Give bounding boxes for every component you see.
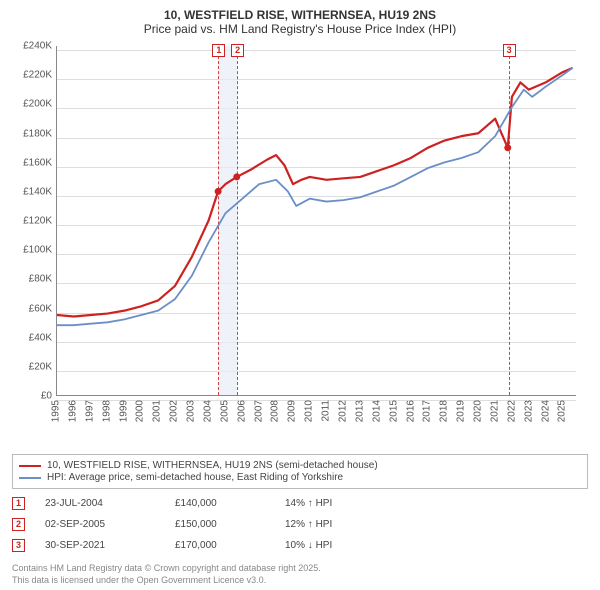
sale-marker-icon: 3 [12,539,25,552]
y-tick-label: £220K [12,70,52,81]
x-tick-label: 2004 [202,400,213,422]
x-tick-label: 2011 [321,400,332,422]
footnote-line2: This data is licensed under the Open Gov… [12,575,266,585]
x-tick-label: 2016 [405,400,416,422]
series-line-hpi [57,68,573,325]
y-tick-label: £120K [12,216,52,227]
sale-marker-icon: 1 [12,497,25,510]
sale-point [233,173,240,180]
sale-marker: 3 [503,44,516,57]
sale-marker: 2 [231,44,244,57]
footnote: Contains HM Land Registry data © Crown c… [12,562,588,586]
x-tick-label: 2019 [456,400,467,422]
x-tick-label: 2013 [354,400,365,422]
x-tick-label: 2005 [219,400,230,422]
y-tick-label: £240K [12,41,52,52]
chart-title: 10, WESTFIELD RISE, WITHERNSEA, HU19 2NS [12,8,588,22]
y-tick-label: £100K [12,245,52,256]
legend: 10, WESTFIELD RISE, WITHERNSEA, HU19 2NS… [12,454,588,489]
y-tick-label: £60K [12,303,52,314]
sales-table: 1 23-JUL-2004£140,00014% ↑ HPI 2 02-SEP-200… [12,497,588,552]
x-tick-label: 2017 [422,400,433,422]
legend-label: 10, WESTFIELD RISE, WITHERNSEA, HU19 2NS… [47,460,378,471]
x-tick-label: 2001 [152,400,163,422]
sale-price: £140,000 [175,498,285,509]
x-tick-label: 2021 [489,400,500,422]
legend-item: 10, WESTFIELD RISE, WITHERNSEA, HU19 2NS… [19,460,581,471]
x-tick-label: 2023 [523,400,534,422]
x-tick-label: 2009 [287,400,298,422]
sale-pct: 10% ↓ HPI [285,540,385,551]
line-layer [57,46,576,395]
x-tick-label: 1996 [67,400,78,422]
x-tick-label: 2025 [557,400,568,422]
legend-label: HPI: Average price, semi-detached house,… [47,472,343,483]
sale-date: 30-SEP-2021 [45,540,175,551]
y-tick-label: £20K [12,361,52,372]
sale-row: 2 02-SEP-2005£150,00012% ↑ HPI [12,518,588,531]
x-tick-label: 2024 [540,400,551,422]
x-tick-label: 2012 [338,400,349,422]
y-tick-label: £0 [12,391,52,402]
chart-container: 10, WESTFIELD RISE, WITHERNSEA, HU19 2NS… [0,0,600,590]
y-tick-label: £140K [12,186,52,197]
sale-price: £170,000 [175,540,285,551]
sale-pct: 14% ↑ HPI [285,498,385,509]
x-tick-label: 1998 [101,400,112,422]
sale-date: 23-JUL-2004 [45,498,175,509]
sale-price: £150,000 [175,519,285,530]
sale-point [504,144,511,151]
chart-subtitle: Price paid vs. HM Land Registry's House … [12,22,588,36]
x-tick-label: 2003 [186,400,197,422]
x-tick-label: 1997 [84,400,95,422]
x-tick-label: 2000 [135,400,146,422]
y-tick-label: £180K [12,128,52,139]
x-tick-label: 2008 [270,400,281,422]
x-tick-label: 2015 [388,400,399,422]
y-tick-label: £200K [12,99,52,110]
legend-item: HPI: Average price, semi-detached house,… [19,472,581,483]
sale-date: 02-SEP-2005 [45,519,175,530]
x-tick-label: 2014 [371,400,382,422]
chart-area: £0 £20K £40K £60K £80K £100K £120K £140K £160K £1… [12,42,588,452]
plot-region: 12 3 [56,46,576,396]
y-tick-label: £160K [12,157,52,168]
legend-swatch [19,477,41,479]
series-line-property [57,68,573,317]
x-tick-label: 2010 [304,400,315,422]
x-axis-labels: 1995199619971998199920002001200220032004… [56,396,576,452]
y-tick-label: £40K [12,332,52,343]
x-tick-label: 1995 [51,400,62,422]
sale-marker-icon: 2 [12,518,25,531]
y-tick-label: £80K [12,274,52,285]
footnote-line1: Contains HM Land Registry data © Crown c… [12,563,321,573]
x-tick-label: 2006 [236,400,247,422]
x-tick-label: 2018 [439,400,450,422]
sale-marker: 1 [212,44,225,57]
sale-row: 1 23-JUL-2004£140,00014% ↑ HPI [12,497,588,510]
x-tick-label: 2002 [169,400,180,422]
x-tick-label: 1999 [118,400,129,422]
x-tick-label: 2020 [473,400,484,422]
sale-pct: 12% ↑ HPI [285,519,385,530]
x-tick-label: 2022 [506,400,517,422]
legend-swatch [19,465,41,467]
titles: 10, WESTFIELD RISE, WITHERNSEA, HU19 2NS… [12,8,588,36]
x-tick-label: 2007 [253,400,264,422]
sale-point [215,188,222,195]
sale-row: 3 30-SEP-2021£170,00010% ↓ HPI [12,539,588,552]
